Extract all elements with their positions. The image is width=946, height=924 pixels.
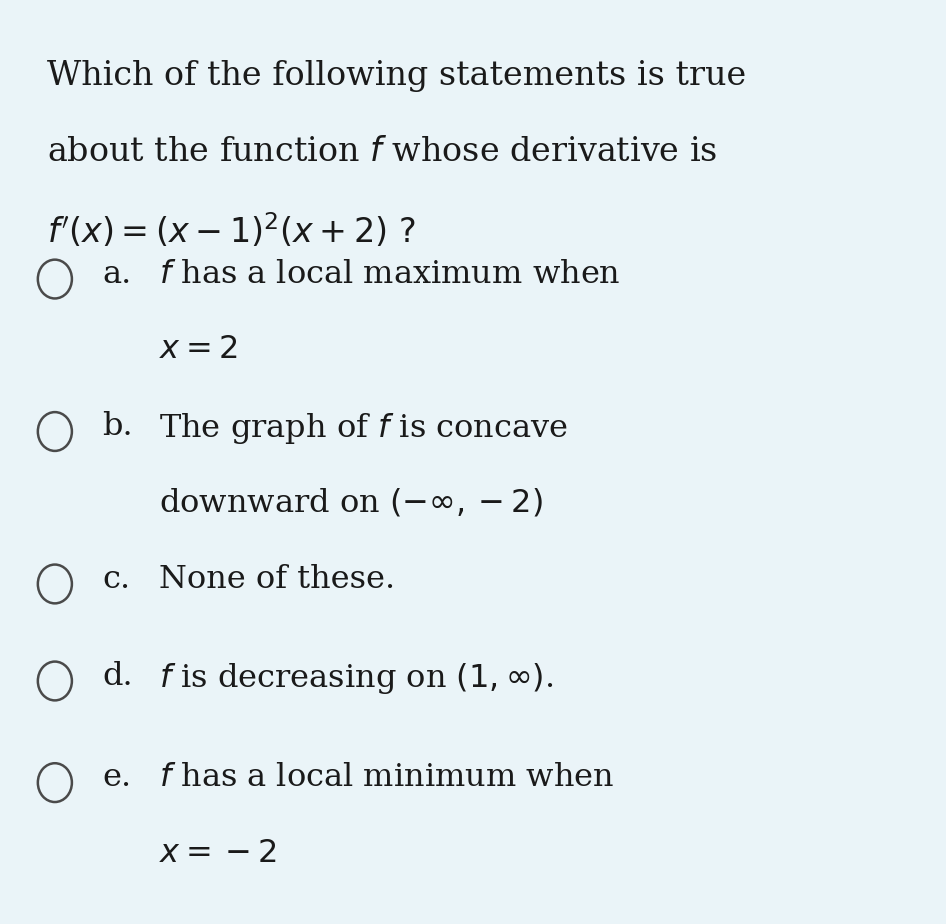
Text: a.: a. <box>102 259 131 290</box>
Text: Which of the following statements is true: Which of the following statements is tru… <box>47 60 746 92</box>
Text: $f$ has a local maximum when: $f$ has a local maximum when <box>159 259 621 290</box>
Text: about the function $f$ whose derivative is: about the function $f$ whose derivative … <box>47 136 718 168</box>
Text: $f$ is decreasing on $(1, \infty)$.: $f$ is decreasing on $(1, \infty)$. <box>159 661 553 696</box>
Text: e.: e. <box>102 762 131 794</box>
Text: d.: d. <box>102 661 132 692</box>
Text: The graph of $f$ is concave: The graph of $f$ is concave <box>159 411 568 446</box>
Text: $f$ has a local minimum when: $f$ has a local minimum when <box>159 762 614 794</box>
Text: b.: b. <box>102 411 132 443</box>
Text: $f'(x) = (x - 1)^2(x + 2)\ ?$: $f'(x) = (x - 1)^2(x + 2)\ ?$ <box>47 212 416 250</box>
Text: c.: c. <box>102 564 131 595</box>
Text: None of these.: None of these. <box>159 564 395 595</box>
Text: $x = -2$: $x = -2$ <box>159 838 276 869</box>
Text: $x = 2$: $x = 2$ <box>159 334 237 366</box>
Text: downward on $(-\infty, -2)$: downward on $(-\infty, -2)$ <box>159 487 543 519</box>
